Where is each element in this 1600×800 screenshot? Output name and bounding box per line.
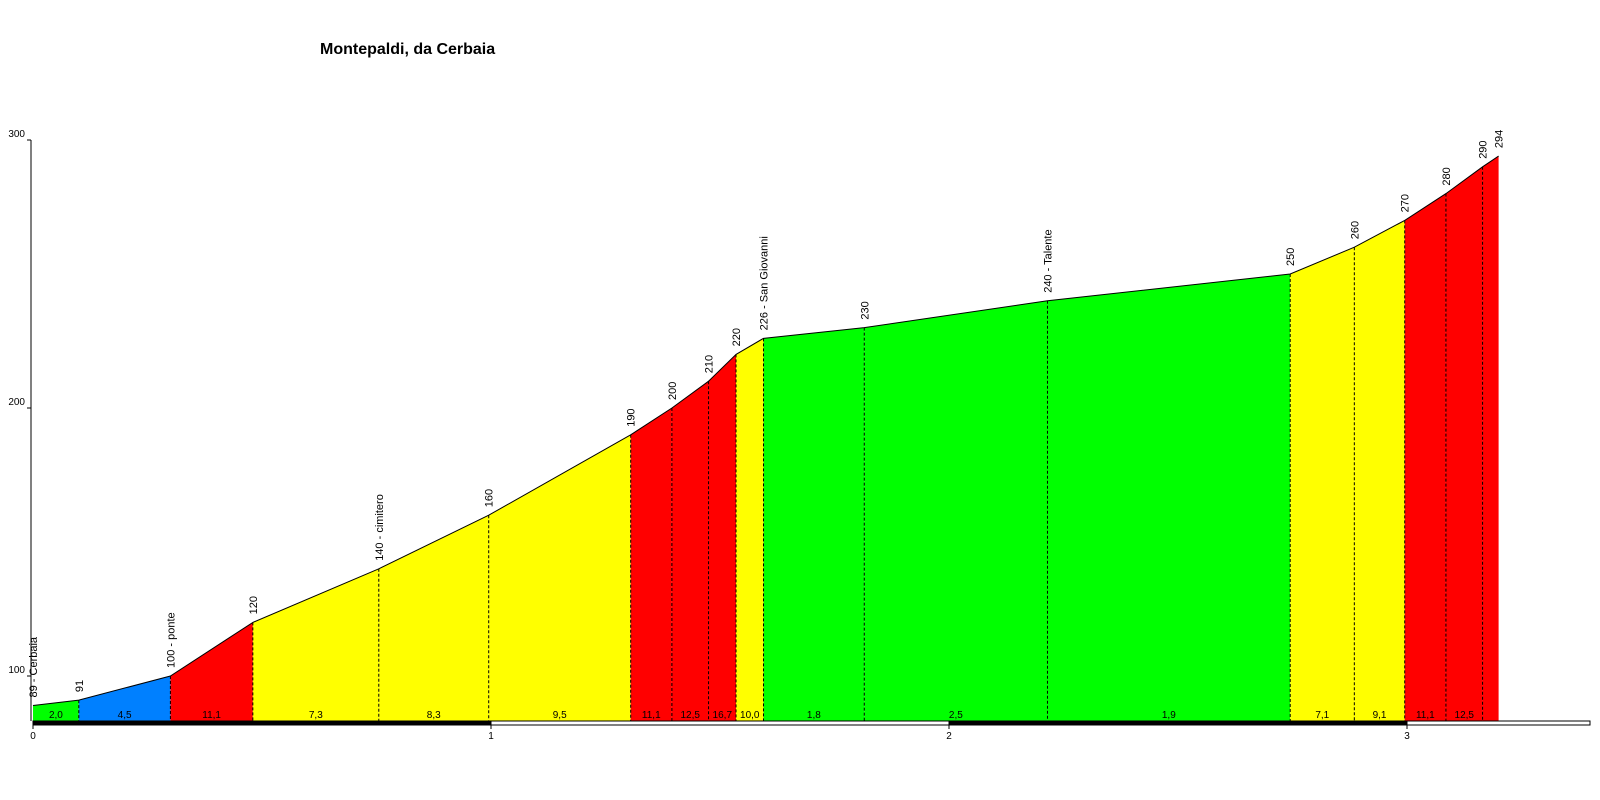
segment-area [630, 408, 672, 721]
gradient-label: 11,1 [202, 710, 221, 721]
x-tick-label: 1 [488, 731, 494, 742]
altitude-label: 120 [248, 596, 260, 614]
altitude-label: 220 [731, 328, 743, 346]
gradient-label: 10,0 [740, 710, 760, 721]
gradient-label: 7,3 [309, 710, 323, 721]
gradient-label: 11,1 [642, 710, 661, 721]
gradient-labels: 2,0 4,5 11,1 7,3 8,3 9,5 11,1 12,5 16,7 10,0 1,8 2,… [49, 710, 1474, 721]
gradient-label: 8,3 [427, 710, 441, 721]
altitude-label: 250 [1285, 248, 1297, 266]
segment-area [671, 381, 709, 721]
chart-title: Montepaldi, da Cerbaia [320, 41, 495, 58]
altitude-label: 290 [1478, 140, 1490, 158]
segment-area [1290, 247, 1355, 721]
altitude-label: 100 - ponte [165, 612, 177, 668]
km-band [1406, 720, 1591, 726]
segment-area [864, 300, 1048, 721]
gradient-label: 2,5 [949, 710, 963, 721]
segment-area [1354, 220, 1405, 721]
segment-area [378, 515, 489, 721]
altitude-label: 240 - Talente [1042, 229, 1054, 292]
segment-area [736, 338, 764, 721]
gradient-label: 2,0 [49, 710, 63, 721]
altitude-label: 140 - cimitero [374, 494, 386, 561]
km-band [32, 720, 492, 726]
km-band [490, 720, 950, 726]
gradient-segments [33, 156, 1499, 722]
gradient-label: 4,5 [118, 710, 132, 721]
altitude-label: 230 [859, 301, 871, 319]
segment-area [763, 327, 865, 721]
altitude-label: 210 [704, 355, 716, 373]
segment-area [78, 676, 171, 721]
segment-area [1445, 166, 1483, 722]
gradient-label: 7,1 [1315, 710, 1329, 721]
segment-area [1404, 193, 1446, 722]
gradient-label: 1,9 [1162, 710, 1176, 721]
km-band [948, 720, 1408, 726]
y-tick-label: 300 [8, 129, 25, 140]
y-tick-label: 200 [8, 397, 25, 408]
x-tick-label: 0 [30, 731, 36, 742]
gradient-label: 11,1 [1416, 710, 1435, 721]
gradient-label: 12,5 [1455, 710, 1475, 721]
gradient-label: 1,8 [807, 710, 821, 721]
altitude-label: 200 [667, 382, 679, 400]
altitude-label: 294 [1494, 130, 1506, 148]
profile-line [32, 155, 1499, 706]
segment-area [33, 700, 79, 721]
altitude-label: 190 [626, 408, 638, 426]
y-tick-label: 100 [8, 665, 25, 676]
segment-area [1047, 274, 1291, 721]
gradient-label: 16,7 [713, 710, 733, 721]
altitude-label: 260 [1349, 221, 1361, 239]
segment-area [488, 434, 631, 721]
x-tick-label: 3 [1404, 731, 1410, 742]
segment-area [1482, 156, 1499, 721]
segment-dividers [78, 166, 1484, 721]
y-axis: 100 200 300 [8, 129, 32, 721]
segment-area [252, 568, 379, 721]
altitude-label: 91 [74, 680, 86, 692]
x-tick-label: 2 [946, 731, 952, 742]
altitude-label: 89 - Cerbaia [28, 636, 40, 697]
altitude-label: 270 [1400, 194, 1412, 212]
altitude-label: 280 [1441, 167, 1453, 185]
gradient-label: 9,1 [1373, 710, 1387, 721]
gradient-label: 9,5 [553, 710, 567, 721]
gradient-label: 12,5 [680, 710, 700, 721]
segment-area [708, 354, 737, 721]
altitude-label: 226 - San Giovanni [759, 236, 771, 330]
altitude-label: 160 [484, 489, 496, 507]
segment-area [170, 622, 253, 721]
x-axis: 0 1 2 3 [30, 720, 1591, 742]
